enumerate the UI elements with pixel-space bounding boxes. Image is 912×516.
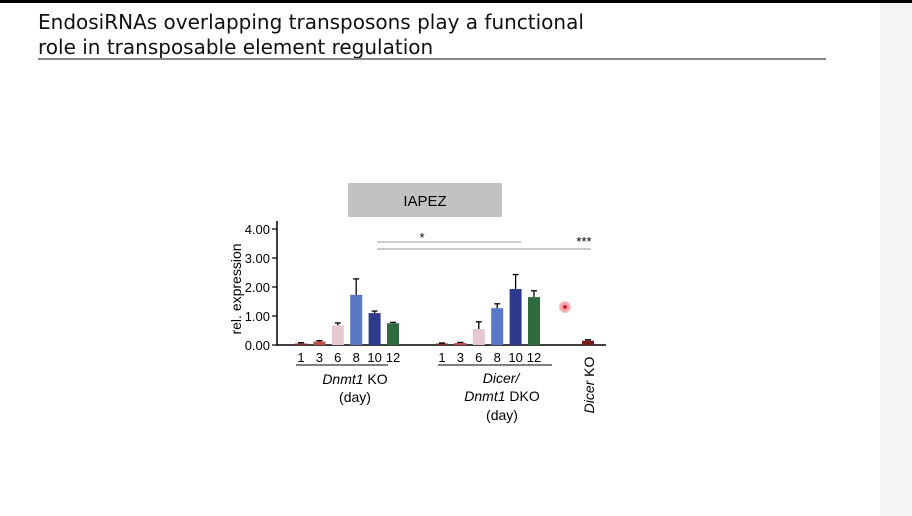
laser-pointer-icon [560, 302, 570, 312]
y-axis-label: rel. expression [228, 243, 244, 334]
group-label-dicer-dnmt1-gene: Dnmt1 [464, 388, 505, 404]
x-tick-label: 6 [475, 350, 482, 365]
y-tick-label: 1.00 [245, 309, 270, 324]
chart-title-box [348, 183, 502, 217]
title-underline [38, 58, 826, 60]
x-tick-label: 1 [438, 350, 445, 365]
bar [528, 297, 540, 345]
bar [454, 342, 467, 345]
significance-label-star: * [419, 230, 424, 245]
bar [331, 325, 344, 345]
y-tick-label: 4.00 [245, 222, 270, 237]
chart-frame: IAPEZ rel. expression Dnmt1 KO (day) Dic… [228, 183, 606, 423]
chart-title: IAPEZ [403, 193, 446, 210]
bar [295, 343, 307, 345]
x-tick-label: 8 [494, 350, 501, 365]
group-label-dnmt1-ko: Dnmt1 KO [322, 371, 387, 387]
group-label-dicer-dnmt1-line2: Dnmt1 DKO [464, 388, 540, 404]
group-label-dicer-ko: Dicer KO [581, 356, 597, 413]
x-tick-label: 3 [457, 350, 464, 365]
side-panel [880, 3, 912, 516]
bar [350, 294, 363, 345]
y-tick-label: 2.00 [245, 280, 270, 295]
group-label-dicer-dnmt1-suffix: DKO [506, 388, 540, 404]
bar [509, 289, 522, 345]
group-label-dicer-ko-gene: Dicer [581, 379, 597, 413]
slide-title-line-1: EndosiRNAs overlapping transposons play … [38, 10, 584, 34]
group-label-dicer-ko-suffix: KO [581, 356, 597, 380]
x-tick-label: 10 [367, 350, 381, 365]
bar [582, 340, 594, 345]
bar [368, 313, 381, 345]
group-sub-dicer-dnmt1: (day) [486, 407, 518, 423]
bar [387, 323, 399, 345]
group-label-dicer-dnmt1-line1: Dicer/ [483, 370, 522, 386]
x-tick-label: 12 [386, 350, 400, 365]
x-tick-label: 1 [297, 350, 304, 365]
bar [436, 343, 448, 345]
bar [491, 308, 504, 345]
slide-title: EndosiRNAs overlapping transposons play … [38, 10, 838, 60]
group-label-dnmt1-ko-suffix: KO [364, 371, 388, 387]
group-label-dnmt1-ko-gene: Dnmt1 [322, 371, 363, 387]
slide-title-line-2: role in transposable element regulation [38, 35, 434, 59]
group-sub-dnmt1-ko: (day) [339, 389, 371, 405]
bar [472, 329, 485, 345]
significance-label-triple-star: *** [576, 234, 591, 249]
x-tick-label: 8 [353, 350, 360, 365]
bar [313, 341, 326, 345]
top-border [0, 0, 912, 3]
x-tick-label: 10 [508, 350, 522, 365]
x-tick-label: 12 [527, 350, 541, 365]
y-tick-label: 3.00 [245, 251, 270, 266]
y-tick-label: 0.00 [245, 338, 270, 353]
x-tick-label: 6 [334, 350, 341, 365]
chart-marks: 4.003.002.001.000.001 3 6 8 10 12 1 3 6 8 10 12 [245, 222, 594, 365]
x-tick-label: 3 [316, 350, 323, 365]
